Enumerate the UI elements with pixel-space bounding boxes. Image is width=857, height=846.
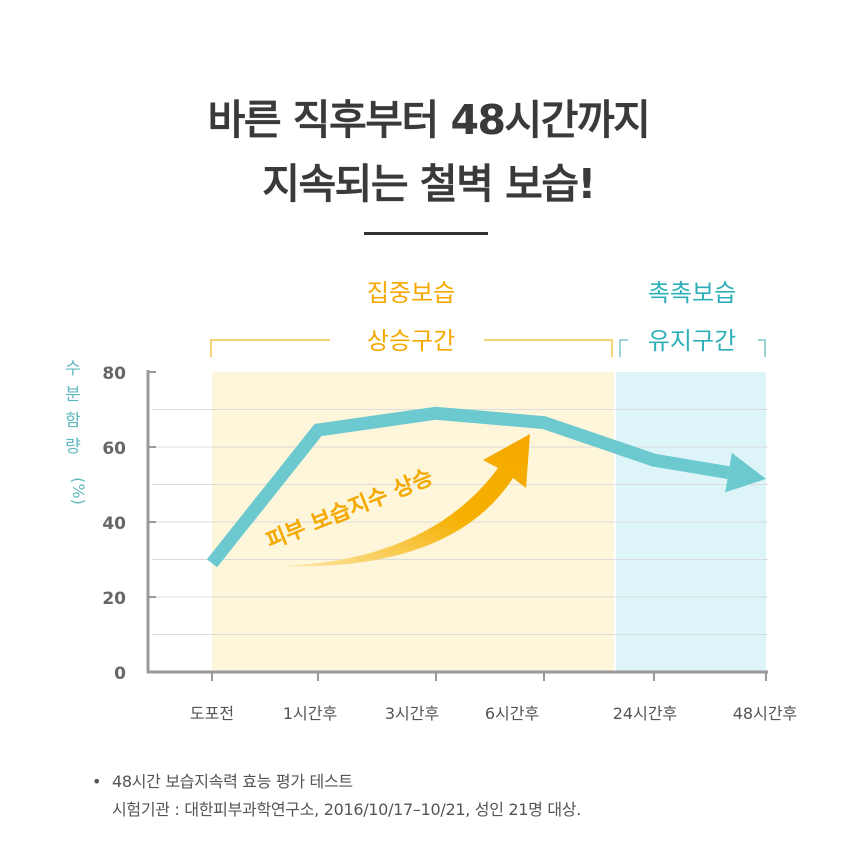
phase-focus-bracket-right — [484, 339, 613, 357]
y-axis-title-char: 량 — [65, 437, 81, 457]
phase-maintain-label-2: 유지구간 — [648, 327, 736, 355]
x-category-label: 24시간후 — [613, 704, 678, 723]
headline-divider — [364, 232, 488, 235]
phase-focus-bracket-left — [210, 339, 330, 357]
phase-maintain-bracket — [619, 339, 766, 357]
footnote-bullet: • — [92, 772, 102, 791]
y-axis-title-char: 수 — [65, 359, 81, 379]
x-category-label: 48시간후 — [733, 704, 798, 723]
footnote: • 48시간 보습지속력 효능 평가 테스트 시험기관 : 대한피부과학연구소, … — [92, 768, 581, 824]
x-category-label: 6시간후 — [485, 704, 539, 723]
phase-maintain-bracket-left — [619, 339, 628, 357]
x-category-label: 3시간후 — [385, 704, 439, 723]
y-tick-label: 20 — [102, 589, 126, 609]
headline-line-1: 바른 직후부터 48시간까지 — [207, 96, 651, 144]
y-tick-label: 60 — [102, 439, 126, 459]
y-tick-label: 40 — [102, 514, 126, 534]
y-tick-label: 80 — [102, 364, 126, 384]
rising-arrow — [282, 434, 530, 567]
y-tick-label: 0 — [114, 664, 126, 684]
phase-maintain-bracket-right — [758, 339, 766, 357]
headline: 바른 직후부터 48시간까지 지속되는 철벽 보습! — [0, 88, 857, 216]
phase-focus-bracket — [210, 339, 613, 357]
footnote-institution: 시험기관 : 대한피부과학연구소, 2016/10/17–10/21, 성인 2… — [112, 800, 582, 819]
series-arrowhead — [725, 452, 766, 493]
headline-line-2: 지속되는 철벽 보습! — [262, 160, 596, 208]
phase-focus-label-1: 집중보습 — [367, 279, 455, 307]
series-line — [206, 406, 730, 568]
y-axis-title-char: 분 — [65, 385, 81, 405]
y-axis-title-char: 함 — [65, 411, 81, 431]
x-category-label: 1시간후 — [283, 704, 337, 723]
y-axis-unit: (%) — [69, 477, 88, 505]
phase-maintain-label-1: 촉촉보습 — [648, 279, 736, 307]
footnote-test-name: 48시간 보습지속력 효능 평가 테스트 — [112, 772, 353, 791]
x-category-label: 도포전 — [190, 704, 234, 723]
phase-focus-label-2: 상승구간 — [367, 327, 455, 355]
